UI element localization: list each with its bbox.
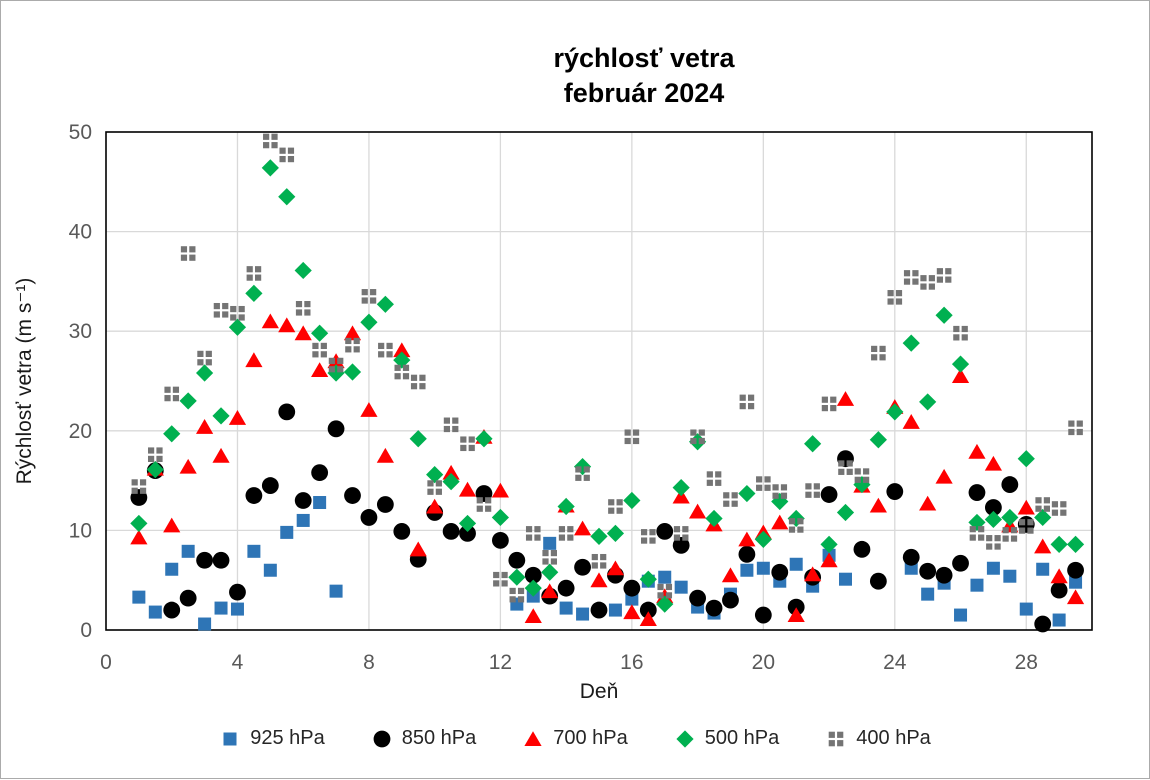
x-tick-label: 0 [100,651,112,674]
y-tick-label: 50 [69,121,92,144]
x-tick-label: 28 [1015,651,1038,674]
y-tick-label: 30 [69,320,92,343]
data-markers [130,133,1085,633]
chart-title-line1: rýchlosť vetra [553,43,735,73]
y-axis-title: Rýchlosť vetra (m s⁻¹) [13,278,36,485]
legend: 925 hPa 850 hPa 700 hPa 500 hPa 400 hPa [1,727,1149,750]
x-tick-label: 20 [752,651,775,674]
series-400-hpa [131,133,1083,603]
legend-label: 850 hPa [401,727,477,749]
x-tick-label: 16 [620,651,643,674]
plot-border [105,131,1093,631]
series-500-hpa [130,159,1085,613]
x-axis-title: Deň [580,680,619,703]
legend-label: 400 hPa [856,727,931,749]
legend-item-925-hpa: 925 hPa [219,727,325,750]
y-tick-label: 0 [80,619,92,642]
series-850-hpa [130,403,1084,633]
diamond-marker-icon [676,729,694,748]
triangle-marker-icon [524,730,542,746]
legend-item-400-hpa: 400 hPa [825,727,931,750]
legend-label: 500 hPa [704,727,780,749]
chart-title-line2: február 2024 [563,78,725,108]
chart-title: rýchlosť vetra február 2024 [553,41,734,111]
square-marker-icon [223,732,237,745]
circle-marker-icon [373,730,391,747]
tick-labels: 0 4 8 12 16 20 24 28 0 10 20 30 40 50 [69,121,1038,674]
y-tick-label: 10 [69,519,92,542]
x-tick-label: 8 [363,651,375,674]
legend-label: 925 hPa [250,727,325,749]
y-tick-label: 20 [69,420,92,443]
legend-item-850-hpa: 850 hPa [371,727,477,750]
y-tick-label: 40 [69,221,92,244]
x-tick-label: 4 [232,651,244,674]
x-tick-label: 12 [489,651,512,674]
x-tick-label: 24 [883,651,907,674]
legend-item-700-hpa: 700 hPa [522,727,628,750]
legend-item-500-hpa: 500 hPa [674,727,780,750]
foursquare-marker-icon [828,731,844,746]
legend-label: 700 hPa [553,727,628,749]
